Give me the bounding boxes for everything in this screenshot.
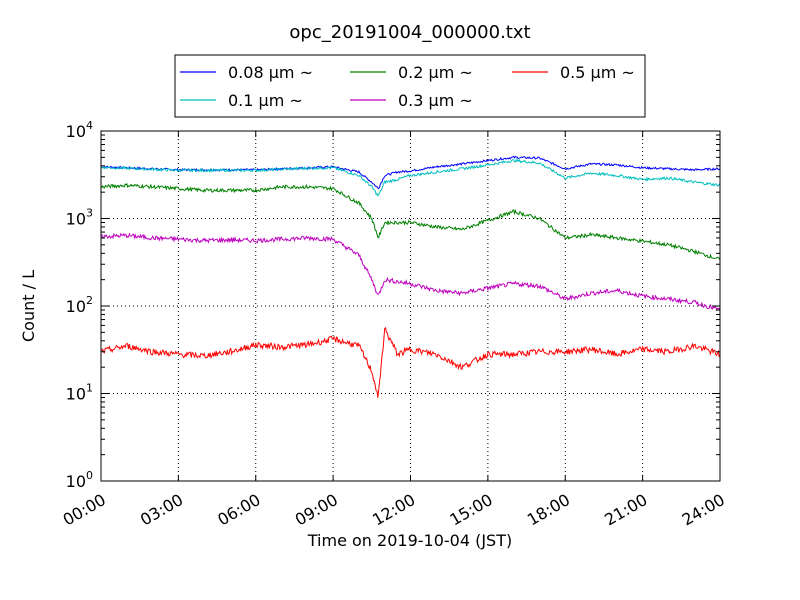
x-tick-label: 03:00 xyxy=(137,490,186,530)
x-tick-label: 18:00 xyxy=(524,490,573,530)
x-axis-label: Time on 2019-10-04 (JST) xyxy=(307,531,512,550)
x-tick-label: 06:00 xyxy=(214,490,263,530)
x-tick-label: 09:00 xyxy=(292,490,341,530)
y-tick-label: 103 xyxy=(66,207,93,229)
series-line xyxy=(100,326,721,398)
y-tick-label: 100 xyxy=(66,469,93,491)
series-layer xyxy=(100,155,721,398)
series-line xyxy=(101,232,721,312)
series-line xyxy=(100,182,721,261)
legend-label: 0.08 μm ~ xyxy=(228,63,313,82)
y-tick-label: 102 xyxy=(66,294,93,316)
x-tick-label: 24:00 xyxy=(679,490,728,530)
series-line xyxy=(100,155,720,190)
y-tick-label: 101 xyxy=(66,382,93,404)
x-tick-label: 00:00 xyxy=(60,490,109,530)
legend-box xyxy=(174,54,646,118)
legend-label: 0.2 μm ~ xyxy=(398,63,473,82)
x-tick-label: 15:00 xyxy=(446,490,495,530)
x-tick-label: 12:00 xyxy=(369,490,418,530)
y-axis-label: Count / L xyxy=(19,270,38,342)
chart-title: opc_20191004_000000.txt xyxy=(289,22,530,43)
series-line xyxy=(100,158,721,197)
grid xyxy=(101,131,720,481)
legend: 0.08 μm ~ 0.1 μm ~ 0.2 μm ~ 0.3 μm ~ 0.5 μm … xyxy=(174,54,646,118)
y-tick-label: 104 xyxy=(66,119,93,141)
legend-label: 0.5 μm ~ xyxy=(560,63,635,82)
x-tick-label: 21:00 xyxy=(601,490,650,530)
legend-label: 0.3 μm ~ xyxy=(398,91,473,110)
legend-label: 0.1 μm ~ xyxy=(228,91,303,110)
